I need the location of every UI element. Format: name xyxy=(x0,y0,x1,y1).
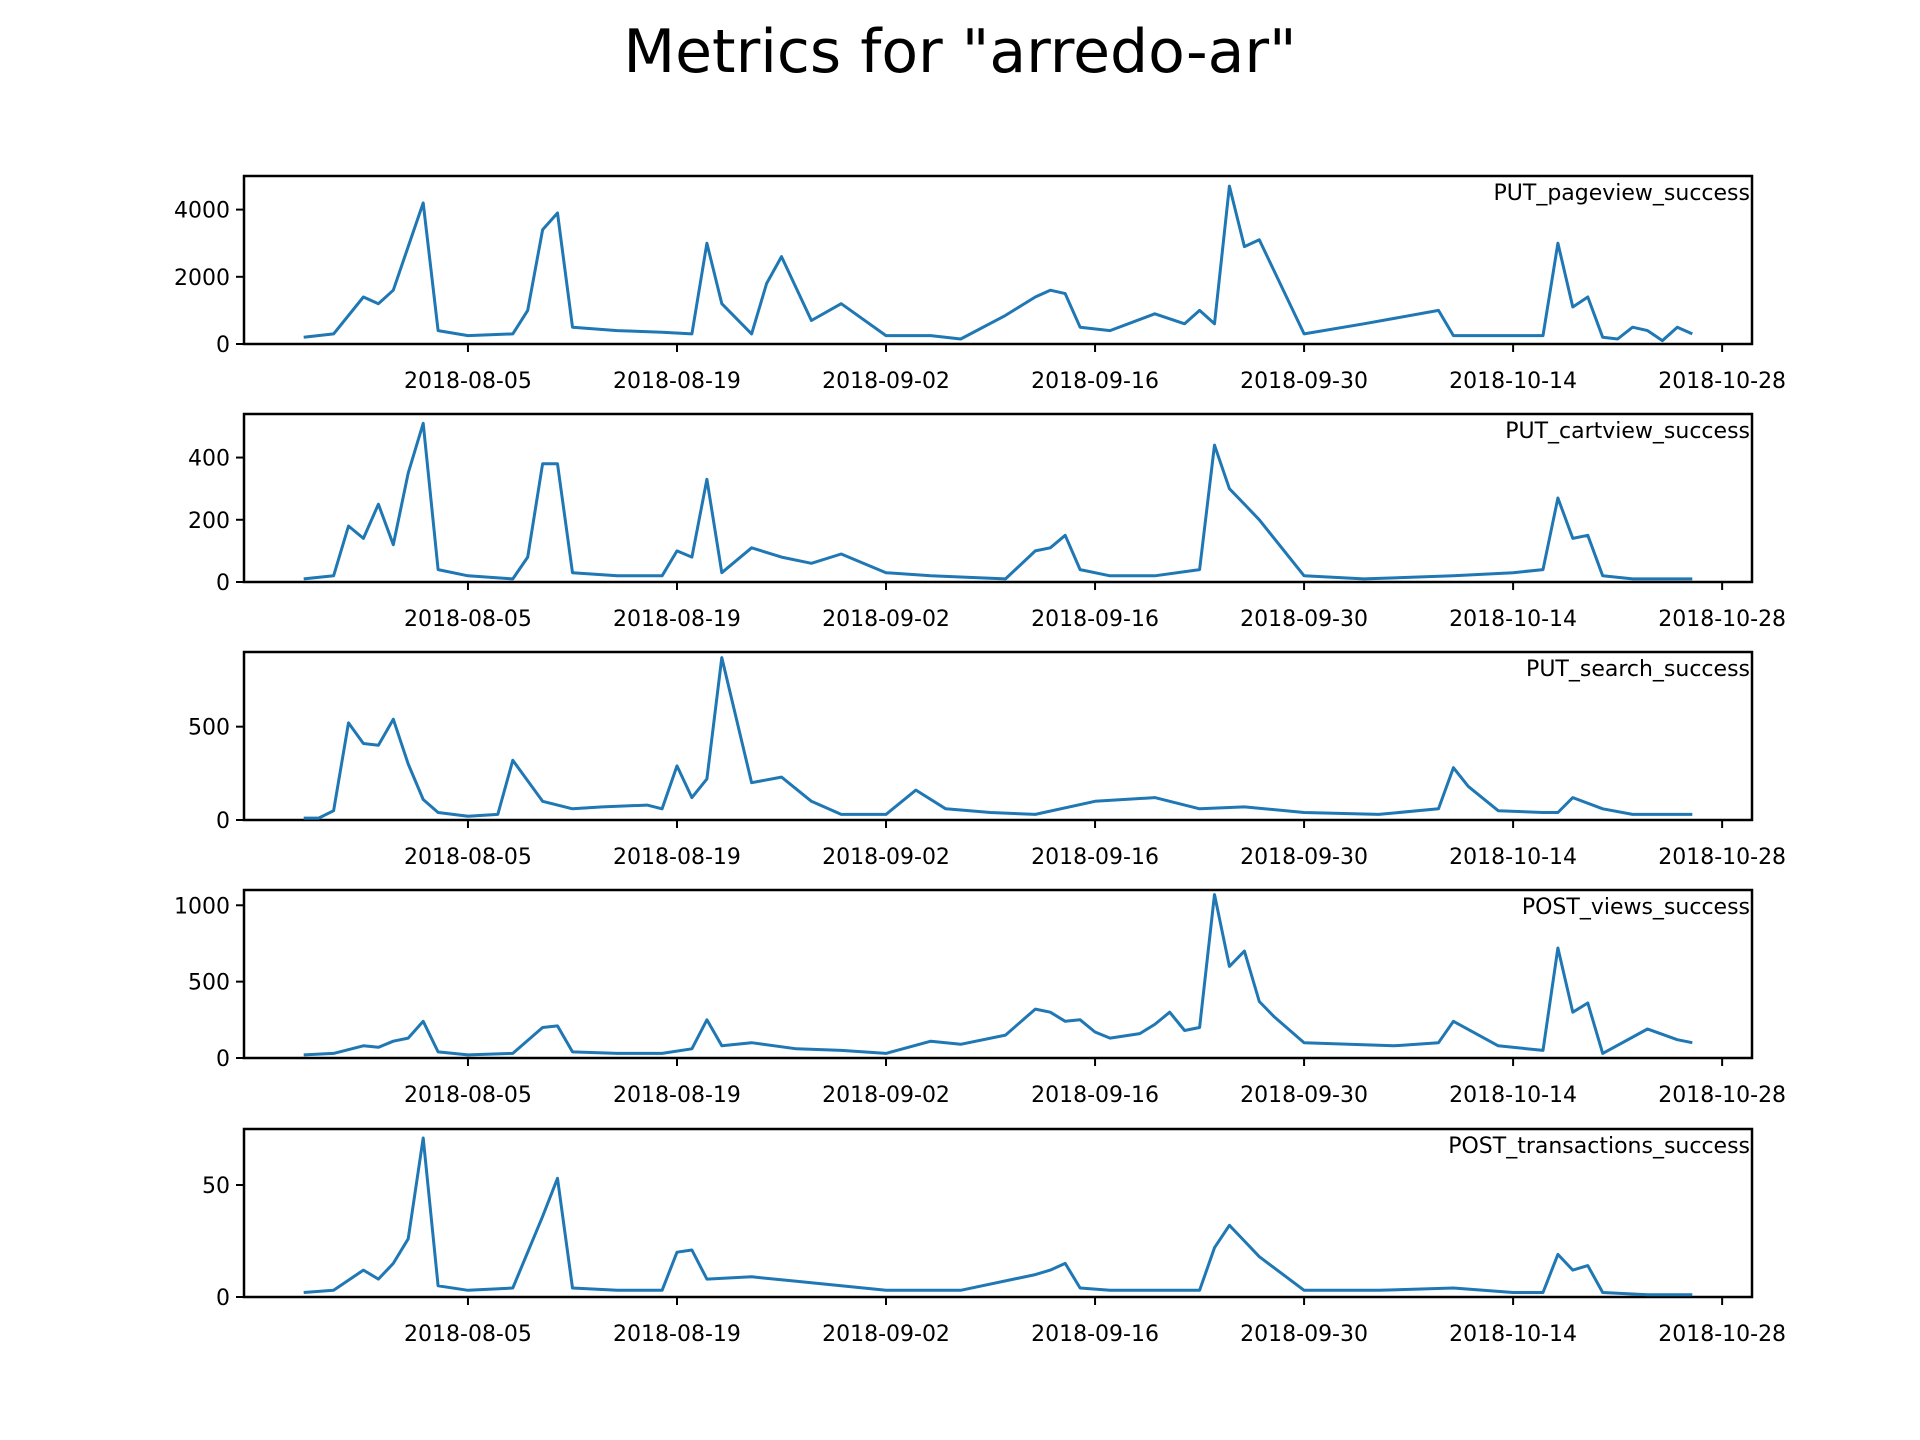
x-tick-label: 2018-10-14 xyxy=(1449,845,1577,870)
y-tick-label: 200 xyxy=(188,509,230,534)
axes-frame xyxy=(242,174,1754,346)
x-tick-label: 2018-10-14 xyxy=(1449,369,1577,394)
x-tick-label: 2018-09-30 xyxy=(1240,845,1368,870)
x-tick-label: 2018-09-30 xyxy=(1240,607,1368,632)
x-tick-label: 2018-10-28 xyxy=(1658,845,1786,870)
x-tick-label: 2018-08-19 xyxy=(613,845,741,870)
panel-1: 0 200 400 2018-08-05 2018-08-19 2018-09-02 201… xyxy=(188,412,1786,632)
figure-title: Metrics for "arredo-ar" xyxy=(623,17,1296,87)
x-tick-label: 2018-10-28 xyxy=(1658,607,1786,632)
x-tick-label: 2018-09-16 xyxy=(1031,607,1159,632)
series-label: PUT_cartview_success xyxy=(1505,419,1750,444)
x-tick-label: 2018-10-14 xyxy=(1449,1083,1577,1108)
y-tick-label: 0 xyxy=(216,809,230,834)
y-tick-label: 500 xyxy=(188,971,230,996)
x-tick-label: 2018-10-28 xyxy=(1658,1083,1786,1108)
y-tick-label: 0 xyxy=(216,1286,230,1311)
y-tick-label: 4000 xyxy=(174,199,230,224)
x-tick-label: 2018-08-05 xyxy=(404,607,532,632)
x-tick-label: 2018-09-30 xyxy=(1240,1083,1368,1108)
series-line xyxy=(303,1136,1693,1297)
y-tick-label: 400 xyxy=(188,447,230,472)
panel-4: 0 50 2018-08-05 2018-08-19 2018-09-02 2018-09… xyxy=(202,1127,1786,1347)
axes-frame xyxy=(242,650,1754,822)
series-label: POST_views_success xyxy=(1522,895,1750,920)
x-tick-label: 2018-09-02 xyxy=(822,1083,950,1108)
x-tick-label: 2018-08-05 xyxy=(404,369,532,394)
x-tick-label: 2018-10-28 xyxy=(1658,1322,1786,1347)
x-tick-label: 2018-10-28 xyxy=(1658,369,1786,394)
x-tick-label: 2018-08-19 xyxy=(613,369,741,394)
series-label: PUT_pageview_success xyxy=(1494,181,1750,206)
series-line xyxy=(303,893,1693,1057)
y-tick-label: 2000 xyxy=(174,266,230,291)
series-label: POST_transactions_success xyxy=(1448,1134,1750,1159)
x-tick-label: 2018-09-30 xyxy=(1240,1322,1368,1347)
series-line xyxy=(303,184,1693,343)
y-tick-label: 500 xyxy=(188,716,230,741)
y-tick-label: 1000 xyxy=(174,894,230,919)
x-tick-label: 2018-09-16 xyxy=(1031,369,1159,394)
series-line xyxy=(303,656,1693,820)
x-tick-label: 2018-10-14 xyxy=(1449,1322,1577,1347)
x-tick-label: 2018-09-16 xyxy=(1031,845,1159,870)
x-tick-label: 2018-09-02 xyxy=(822,1322,950,1347)
axes-frame xyxy=(242,1127,1754,1299)
x-tick-label: 2018-08-05 xyxy=(404,845,532,870)
series-line xyxy=(303,421,1693,581)
x-tick-label: 2018-09-30 xyxy=(1240,369,1368,394)
x-tick-label: 2018-09-16 xyxy=(1031,1322,1159,1347)
x-tick-label: 2018-08-19 xyxy=(613,1322,741,1347)
y-tick-label: 0 xyxy=(216,333,230,358)
y-tick-label: 0 xyxy=(216,1047,230,1072)
x-tick-label: 2018-09-02 xyxy=(822,607,950,632)
y-tick-label: 0 xyxy=(216,571,230,596)
x-tick-label: 2018-08-19 xyxy=(613,607,741,632)
x-tick-label: 2018-08-05 xyxy=(404,1322,532,1347)
series-label: PUT_search_success xyxy=(1526,657,1750,682)
x-tick-label: 2018-09-02 xyxy=(822,369,950,394)
x-tick-label: 2018-08-05 xyxy=(404,1083,532,1108)
x-tick-label: 2018-10-14 xyxy=(1449,607,1577,632)
y-tick-label: 50 xyxy=(202,1174,230,1199)
axes-frame xyxy=(242,412,1754,584)
x-tick-label: 2018-08-19 xyxy=(613,1083,741,1108)
panel-3: 0 500 1000 2018-08-05 2018-08-19 2018-09-02 20… xyxy=(174,888,1786,1108)
x-tick-label: 2018-09-16 xyxy=(1031,1083,1159,1108)
axes-frame xyxy=(242,888,1754,1060)
x-tick-label: 2018-09-02 xyxy=(822,845,950,870)
panel-0: 0 2000 4000 2018-08-05 2018-08-19 2018-09-02 2… xyxy=(174,174,1786,394)
panel-2: 0 500 2018-08-05 2018-08-19 2018-09-02 2018-0… xyxy=(188,650,1786,870)
